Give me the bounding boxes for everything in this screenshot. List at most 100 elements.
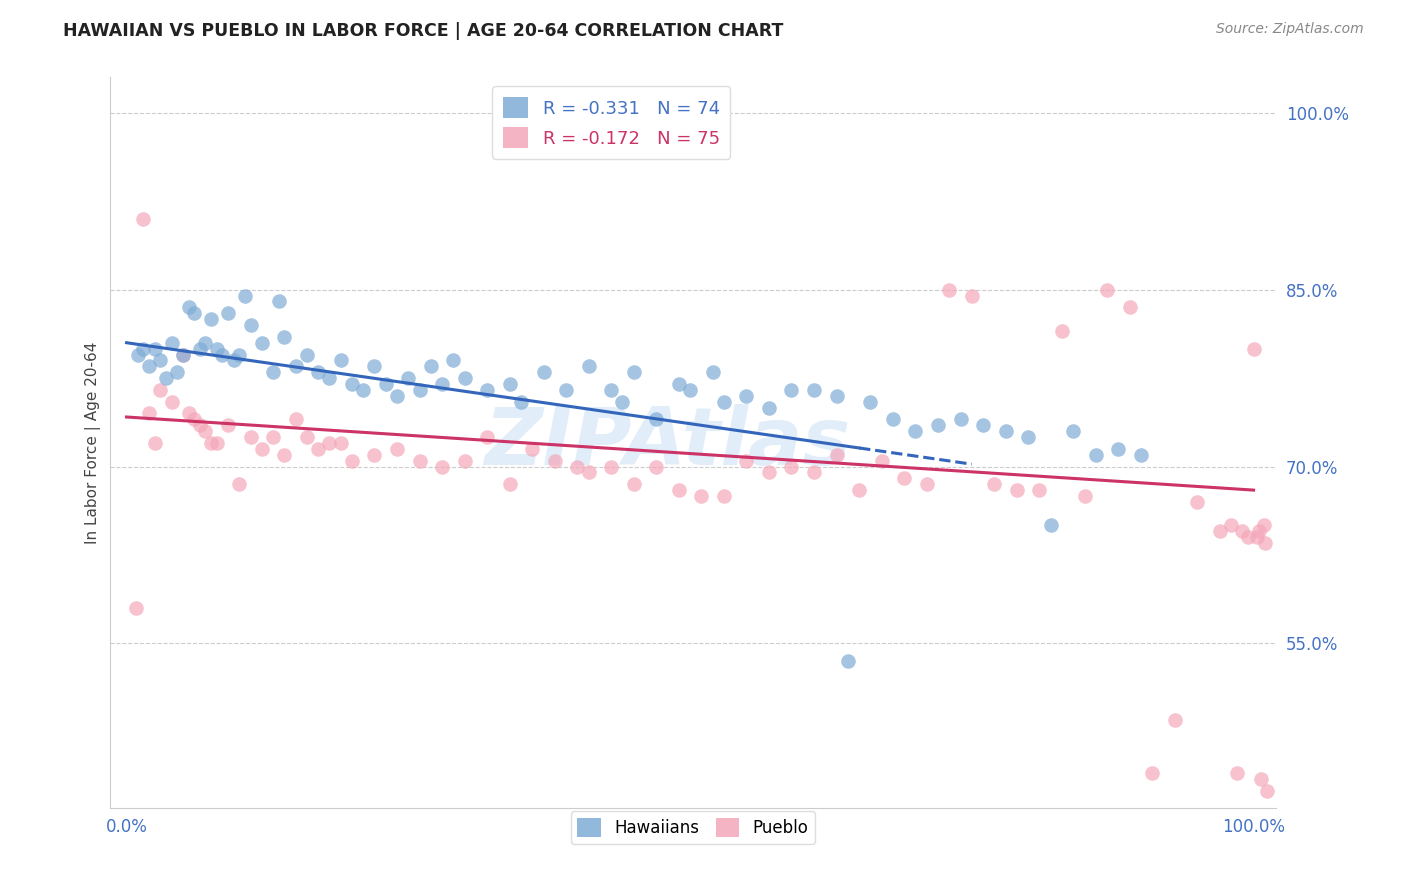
Point bbox=[825, 448, 848, 462]
Point bbox=[735, 453, 758, 467]
Point bbox=[318, 436, 340, 450]
Point bbox=[859, 394, 882, 409]
Point bbox=[194, 424, 217, 438]
Point bbox=[870, 453, 893, 467]
Point bbox=[385, 442, 408, 456]
Point bbox=[994, 424, 1017, 438]
Point bbox=[183, 412, 205, 426]
Point bbox=[735, 389, 758, 403]
Point bbox=[177, 301, 200, 315]
Point bbox=[555, 383, 578, 397]
Point bbox=[441, 353, 464, 368]
Point bbox=[927, 418, 949, 433]
Point bbox=[374, 376, 396, 391]
Point bbox=[340, 453, 363, 467]
Point bbox=[713, 489, 735, 503]
Point bbox=[1095, 283, 1118, 297]
Point bbox=[239, 318, 262, 332]
Point bbox=[578, 466, 600, 480]
Point bbox=[160, 335, 183, 350]
Point bbox=[329, 436, 352, 450]
Point bbox=[155, 371, 177, 385]
Point bbox=[972, 418, 994, 433]
Point bbox=[177, 407, 200, 421]
Point bbox=[1073, 489, 1095, 503]
Point bbox=[825, 389, 848, 403]
Point bbox=[228, 347, 250, 361]
Point bbox=[200, 312, 222, 326]
Point bbox=[578, 359, 600, 374]
Point bbox=[600, 383, 623, 397]
Point bbox=[295, 430, 318, 444]
Point bbox=[1254, 536, 1277, 550]
Point bbox=[1017, 430, 1039, 444]
Point bbox=[250, 335, 273, 350]
Point bbox=[1028, 483, 1050, 497]
Point bbox=[1107, 442, 1129, 456]
Point bbox=[284, 359, 307, 374]
Point bbox=[803, 383, 825, 397]
Point bbox=[645, 459, 668, 474]
Point bbox=[1039, 518, 1062, 533]
Point bbox=[228, 477, 250, 491]
Point bbox=[239, 430, 262, 444]
Point bbox=[1256, 783, 1278, 797]
Point bbox=[1232, 524, 1254, 539]
Point bbox=[217, 306, 239, 320]
Point bbox=[352, 383, 374, 397]
Point bbox=[758, 466, 780, 480]
Point bbox=[612, 394, 634, 409]
Point bbox=[1140, 766, 1163, 780]
Point bbox=[477, 383, 499, 397]
Point bbox=[132, 342, 155, 356]
Point bbox=[363, 359, 385, 374]
Point bbox=[499, 477, 522, 491]
Point bbox=[600, 459, 623, 474]
Point bbox=[1243, 342, 1265, 356]
Point bbox=[200, 436, 222, 450]
Point bbox=[1249, 524, 1271, 539]
Point bbox=[544, 453, 567, 467]
Point bbox=[960, 288, 983, 302]
Point bbox=[124, 601, 146, 615]
Point bbox=[329, 353, 352, 368]
Point bbox=[217, 418, 239, 433]
Point bbox=[1226, 766, 1249, 780]
Point bbox=[690, 489, 713, 503]
Text: ZIPAtlas: ZIPAtlas bbox=[485, 404, 851, 482]
Point bbox=[396, 371, 419, 385]
Point bbox=[1005, 483, 1028, 497]
Point bbox=[172, 347, 194, 361]
Point bbox=[149, 383, 172, 397]
Point bbox=[211, 347, 233, 361]
Point bbox=[1250, 772, 1272, 786]
Point bbox=[949, 412, 972, 426]
Legend: Hawaiians, Pueblo: Hawaiians, Pueblo bbox=[571, 812, 815, 844]
Text: HAWAIIAN VS PUEBLO IN LABOR FORCE | AGE 20-64 CORRELATION CHART: HAWAIIAN VS PUEBLO IN LABOR FORCE | AGE … bbox=[63, 22, 783, 40]
Point bbox=[172, 347, 194, 361]
Point bbox=[882, 412, 904, 426]
Text: Source: ZipAtlas.com: Source: ZipAtlas.com bbox=[1216, 22, 1364, 37]
Point bbox=[385, 389, 408, 403]
Point bbox=[307, 365, 329, 379]
Point bbox=[904, 424, 927, 438]
Point bbox=[194, 335, 217, 350]
Point bbox=[1062, 424, 1084, 438]
Point bbox=[149, 353, 172, 368]
Point bbox=[623, 365, 645, 379]
Point bbox=[510, 394, 533, 409]
Point bbox=[273, 448, 295, 462]
Point bbox=[160, 394, 183, 409]
Point bbox=[645, 412, 668, 426]
Point bbox=[273, 330, 295, 344]
Y-axis label: In Labor Force | Age 20-64: In Labor Force | Age 20-64 bbox=[86, 342, 101, 544]
Point bbox=[780, 383, 803, 397]
Point bbox=[318, 371, 340, 385]
Point bbox=[183, 306, 205, 320]
Point bbox=[567, 459, 589, 474]
Point bbox=[499, 376, 522, 391]
Point bbox=[848, 483, 870, 497]
Point bbox=[430, 376, 453, 391]
Point bbox=[267, 294, 290, 309]
Point bbox=[205, 436, 228, 450]
